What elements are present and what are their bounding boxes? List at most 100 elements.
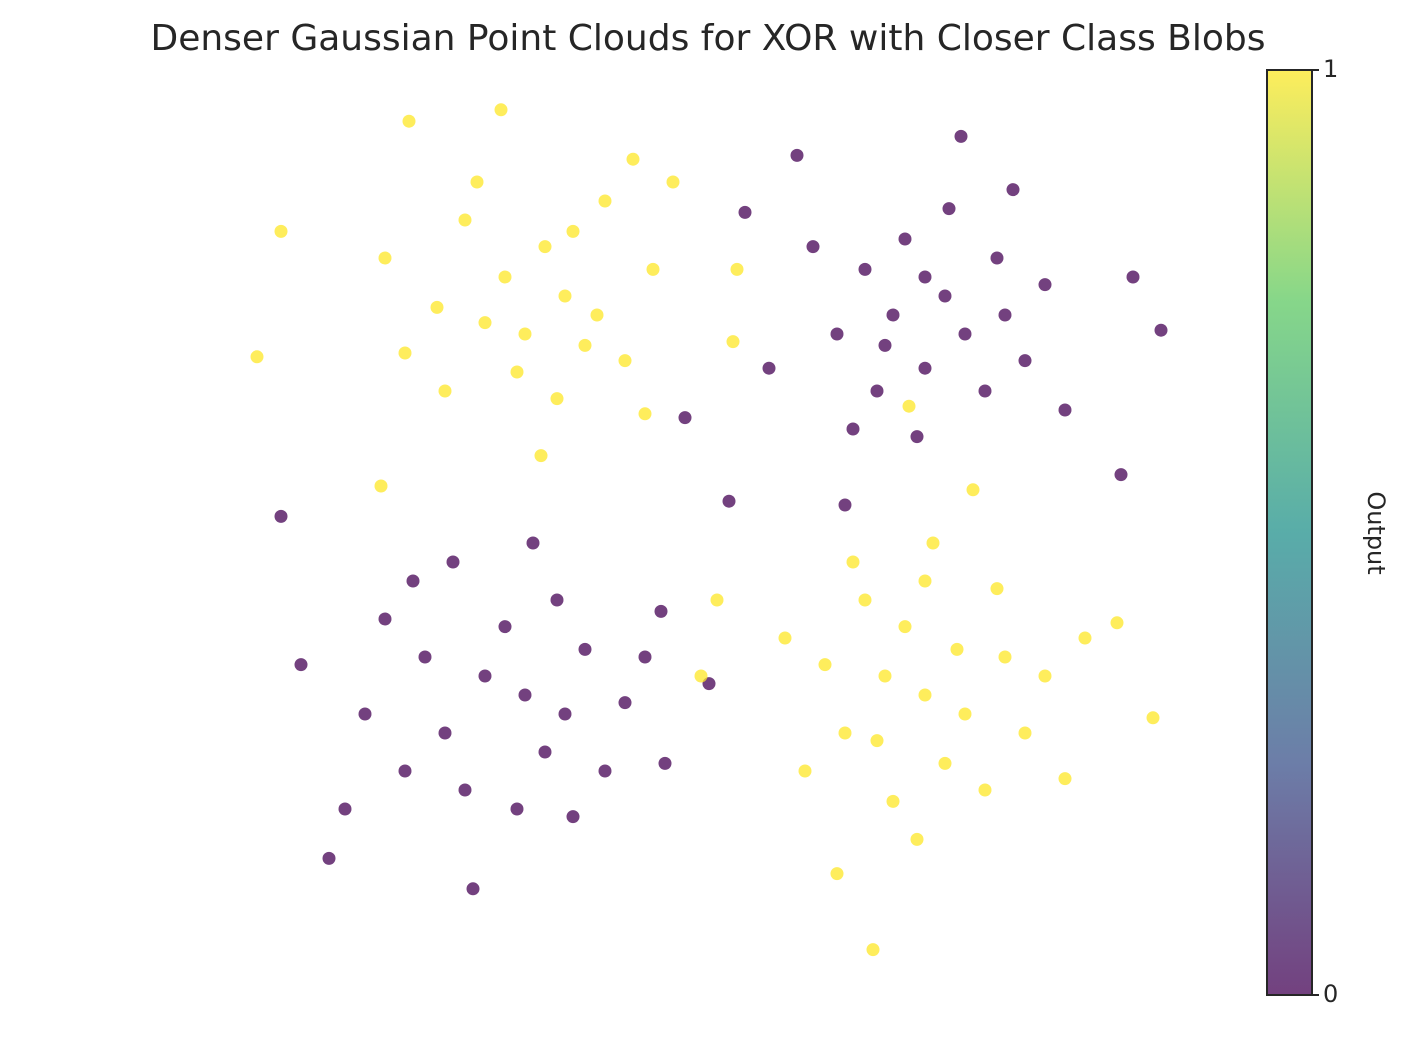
point	[402, 114, 416, 128]
point	[590, 308, 604, 322]
point	[918, 270, 932, 284]
point	[898, 620, 912, 634]
colorbar	[1266, 69, 1313, 996]
point	[294, 658, 308, 672]
point	[638, 407, 652, 421]
point	[998, 650, 1012, 664]
point	[870, 384, 884, 398]
point	[1154, 323, 1168, 337]
point	[558, 707, 572, 721]
point	[534, 449, 548, 463]
point	[990, 251, 1004, 265]
point	[1038, 669, 1052, 683]
point	[566, 224, 580, 238]
point	[666, 175, 680, 189]
colorbar-tick-label: 0	[1323, 980, 1338, 1008]
point	[458, 783, 472, 797]
point	[866, 943, 880, 957]
point	[1114, 468, 1128, 482]
point	[910, 430, 924, 444]
point	[938, 289, 952, 303]
point	[762, 361, 776, 375]
point	[518, 688, 532, 702]
point	[918, 361, 932, 375]
point	[1018, 354, 1032, 368]
point	[418, 650, 432, 664]
point	[1038, 278, 1052, 292]
point	[790, 148, 804, 162]
point	[646, 262, 660, 276]
point	[1110, 616, 1124, 630]
point	[726, 335, 740, 349]
point	[938, 756, 952, 770]
point	[918, 574, 932, 588]
point	[1146, 711, 1160, 725]
point	[518, 327, 532, 341]
point	[730, 262, 744, 276]
point	[858, 593, 872, 607]
point	[322, 851, 336, 865]
point	[886, 794, 900, 808]
point	[274, 224, 288, 238]
point	[838, 726, 852, 740]
point	[378, 251, 392, 265]
point	[470, 175, 484, 189]
point	[978, 384, 992, 398]
point	[942, 202, 956, 216]
point	[550, 392, 564, 406]
point	[878, 338, 892, 352]
point	[858, 262, 872, 276]
point	[966, 483, 980, 497]
point	[678, 411, 692, 425]
point	[374, 479, 388, 493]
point	[638, 650, 652, 664]
point	[846, 555, 860, 569]
point	[846, 422, 860, 436]
point	[618, 354, 632, 368]
point	[378, 612, 392, 626]
point	[626, 152, 640, 166]
point	[694, 669, 708, 683]
point	[526, 536, 540, 550]
point	[886, 308, 900, 322]
point	[1006, 183, 1020, 197]
point	[1058, 403, 1072, 417]
point	[1058, 772, 1072, 786]
point	[806, 240, 820, 254]
point	[898, 232, 912, 246]
point	[954, 129, 968, 143]
point	[990, 582, 1004, 596]
point	[722, 494, 736, 508]
point	[578, 642, 592, 656]
point	[778, 631, 792, 645]
point	[250, 350, 264, 364]
point	[358, 707, 372, 721]
point	[274, 509, 288, 523]
point	[830, 867, 844, 881]
point	[950, 642, 964, 656]
point	[998, 308, 1012, 322]
point	[918, 688, 932, 702]
point	[958, 707, 972, 721]
point	[870, 734, 884, 748]
point	[458, 213, 472, 227]
point	[438, 384, 452, 398]
point	[538, 745, 552, 759]
point	[878, 669, 892, 683]
point	[658, 756, 672, 770]
point	[1078, 631, 1092, 645]
point	[550, 593, 564, 607]
point	[1018, 726, 1032, 740]
point	[538, 240, 552, 254]
point	[838, 498, 852, 512]
point	[710, 593, 724, 607]
point	[830, 327, 844, 341]
point	[598, 764, 612, 778]
point	[510, 802, 524, 816]
point	[478, 669, 492, 683]
point	[498, 620, 512, 634]
point	[798, 764, 812, 778]
point	[446, 555, 460, 569]
point	[1126, 270, 1140, 284]
